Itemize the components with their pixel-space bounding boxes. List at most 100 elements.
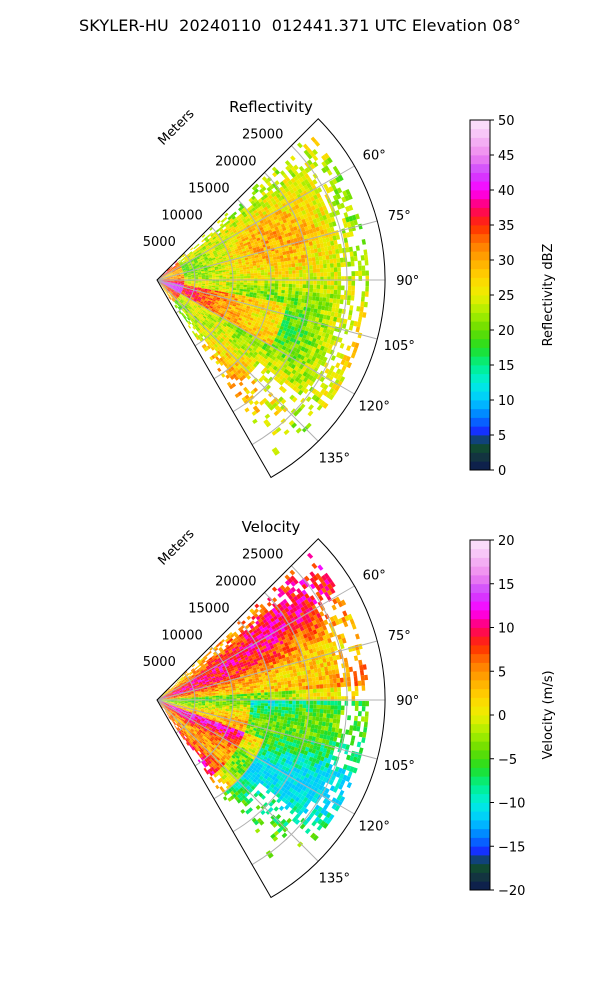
data-cell — [301, 583, 308, 590]
data-cell — [334, 199, 340, 206]
data-cell — [221, 302, 226, 306]
data-cell — [260, 684, 264, 688]
data-cell — [365, 286, 369, 292]
data-cell — [253, 685, 257, 689]
data-cell — [246, 653, 251, 657]
data-cell — [293, 657, 298, 663]
data-cell — [321, 251, 326, 256]
data-cell — [194, 680, 198, 684]
data-cell — [180, 696, 185, 698]
data-cell — [169, 693, 173, 695]
data-cell — [292, 347, 298, 352]
azimuth-gridline — [156, 279, 378, 340]
data-cell — [289, 647, 295, 652]
data-cell — [174, 300, 178, 304]
data-cell — [302, 269, 307, 274]
data-cell — [337, 312, 342, 319]
data-cell — [281, 309, 286, 314]
data-cell — [197, 330, 202, 335]
data-cell — [242, 264, 247, 268]
data-cell — [311, 257, 316, 262]
data-cell — [286, 659, 291, 664]
data-cell — [322, 259, 327, 265]
data-cell — [276, 634, 281, 639]
data-cell — [308, 228, 314, 234]
data-cell — [316, 663, 321, 669]
data-cell — [283, 626, 289, 631]
data-cell — [179, 288, 183, 291]
data-cell — [277, 235, 283, 240]
data-cell — [209, 296, 214, 299]
data-cell — [259, 309, 264, 314]
data-cell — [294, 229, 299, 235]
data-cell — [166, 278, 171, 279]
data-cell — [252, 405, 259, 411]
data-cell — [182, 268, 187, 271]
data-cell — [259, 327, 265, 332]
data-cell — [175, 295, 179, 298]
data-cell — [260, 229, 265, 234]
data-cell — [301, 365, 307, 372]
colorbar-tick-label: 0 — [498, 464, 506, 479]
data-cell — [300, 386, 306, 392]
data-cell — [225, 644, 230, 648]
data-cell — [187, 271, 191, 274]
data-cell — [224, 332, 229, 337]
data-cell — [264, 650, 270, 655]
data-cell — [275, 193, 281, 199]
data-cell — [193, 305, 197, 309]
data-cell — [196, 659, 201, 663]
data-cell — [288, 655, 294, 660]
azimuth-tick-label: 120° — [359, 399, 390, 414]
data-cell — [283, 373, 290, 380]
data-cell — [213, 253, 218, 257]
data-cell — [313, 343, 319, 349]
data-cell — [319, 268, 324, 273]
data-cell — [320, 360, 326, 367]
colorbar-segment — [470, 172, 490, 182]
data-cell — [335, 668, 340, 674]
data-cell — [197, 251, 201, 254]
data-cell — [323, 629, 329, 635]
data-cell — [206, 345, 211, 350]
data-cell — [302, 288, 307, 292]
data-cell — [181, 312, 185, 316]
data-cell — [238, 651, 243, 656]
data-cell — [229, 638, 234, 642]
data-cell — [269, 680, 274, 684]
data-cell — [216, 260, 221, 264]
data-cell — [262, 675, 266, 680]
data-cell — [293, 237, 298, 243]
data-cell — [323, 639, 329, 645]
data-cell — [266, 233, 271, 238]
data-cell — [304, 628, 310, 634]
data-cell — [306, 233, 311, 239]
data-cell — [319, 376, 326, 383]
data-cell — [295, 233, 300, 238]
data-cell — [226, 238, 231, 243]
data-cell — [195, 302, 199, 306]
data-cell — [295, 348, 301, 354]
data-cell — [165, 273, 170, 276]
data-cell — [293, 209, 299, 215]
data-cell — [294, 679, 299, 684]
data-cell — [230, 668, 235, 672]
data-cell — [180, 274, 184, 276]
data-cell — [218, 676, 223, 680]
data-cell — [277, 603, 283, 609]
data-cell — [290, 256, 295, 261]
data-cell — [214, 689, 219, 692]
data-cell — [205, 298, 209, 301]
data-cell — [305, 422, 312, 429]
data-cell — [228, 313, 233, 317]
data-cell — [263, 354, 269, 360]
data-cell — [228, 673, 233, 677]
range-tick-label: 10000 — [161, 208, 202, 223]
data-cell — [240, 635, 245, 640]
data-cell — [207, 315, 212, 319]
data-cell — [243, 242, 248, 247]
data-cell — [215, 286, 219, 288]
data-cell — [172, 272, 177, 274]
data-cell — [183, 261, 187, 264]
data-cell — [323, 572, 330, 580]
